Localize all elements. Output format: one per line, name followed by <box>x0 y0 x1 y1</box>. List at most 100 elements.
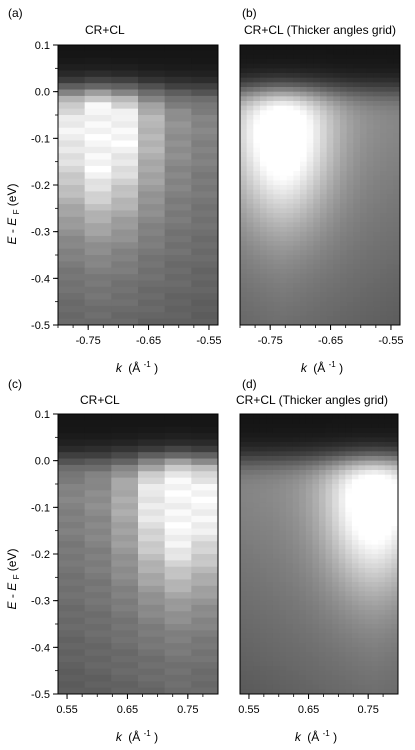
panel-d-heatmap-cell <box>384 680 392 686</box>
panel-b-heatmap-cell <box>240 119 248 125</box>
panel-b-heatmap-cell <box>340 124 348 130</box>
panel-b-heatmap-cell <box>293 138 301 144</box>
panel-a-heatmap-cell <box>58 210 86 218</box>
panel-d-heatmap-cell <box>240 460 247 466</box>
panel-d-heatmap-cell <box>305 661 313 667</box>
panel-b-heatmap-cell <box>253 73 261 79</box>
panel-b-heatmap-cell <box>353 241 361 247</box>
panel-d-heatmap-cell <box>371 558 379 564</box>
panel-c-heatmap-cell <box>84 426 112 434</box>
panel-d-heatmap-cell <box>246 456 254 462</box>
panel-d-heatmap-cell <box>299 563 307 569</box>
panel-b-heatmap-cell <box>266 133 274 139</box>
panel-b-heatmap-cell <box>353 152 361 158</box>
panel-a-heatmap-cell <box>138 153 166 160</box>
panel-d-heatmap-cell <box>266 418 274 424</box>
panel-b-heatmap-cell <box>313 54 321 60</box>
panel-c-heatmap-cell <box>111 534 139 542</box>
panel-d-heatmap-cell <box>325 605 333 611</box>
panel-d-heatmap-cell <box>312 642 320 648</box>
panel-d-heatmap-cell <box>351 670 359 676</box>
panel-b-heatmap-cell <box>386 236 394 242</box>
panel-b-heatmap-cell <box>326 199 334 205</box>
panel-d-heatmap-cell <box>259 666 267 672</box>
panel-d-heatmap-cell <box>332 516 340 522</box>
panel-d-heatmap-cell <box>358 423 366 429</box>
panel-d-heatmap-cell <box>253 414 261 420</box>
panel-d-heatmap-cell <box>384 437 392 443</box>
panel-b-heatmap-cell <box>380 157 388 163</box>
panel-a-heatmap-cell <box>138 76 166 84</box>
panel-b-heatmap-cell <box>306 194 314 200</box>
panel-b-heatmap-cell <box>366 175 374 181</box>
panel-b-heatmap-cell <box>366 63 374 69</box>
panel-b-heatmap-cell <box>260 45 268 51</box>
panel-d-heatmap-cell <box>240 568 247 574</box>
panel-c-ylabel-unit: (eV) <box>5 549 19 572</box>
panel-d-heatmap-cell <box>319 479 326 485</box>
panel-a-heatmap-cell <box>111 172 139 180</box>
panel-b-heatmap-cell <box>286 115 294 121</box>
panel-d-heatmap-cell <box>246 647 254 653</box>
panel-b-heatmap-cell <box>333 157 341 163</box>
panel-d-heatmap-cell <box>305 586 313 592</box>
panel-b-heatmap-cell <box>386 96 394 102</box>
panel-d-heatmap-cell <box>259 614 267 620</box>
panel-d-heatmap-cell <box>319 456 326 462</box>
panel-b-heatmap-cell <box>293 264 301 270</box>
panel-d-heatmap-cell <box>240 619 247 625</box>
panel-d-heatmap-cell <box>259 652 267 658</box>
panel-d-heatmap-cell <box>351 549 359 555</box>
panel-d-heatmap-cell <box>305 628 313 634</box>
panel-d-heatmap-cell <box>253 456 261 462</box>
panel-c-heatmap-cell <box>58 515 86 523</box>
panel-d-heatmap-cell <box>253 619 261 625</box>
panel-d-heatmap-cell <box>253 493 261 499</box>
panel-b-heatmap-cell <box>326 264 334 270</box>
panel-c-heatmap-cell <box>191 649 219 657</box>
panel-a-heatmap-cell <box>111 312 139 320</box>
panel-b-heatmap-cell <box>306 105 314 111</box>
panel-b-heatmap-cell <box>393 77 401 83</box>
panel-d-heatmap-cell <box>286 460 294 466</box>
panel-b-heatmap-cell <box>280 306 288 312</box>
panel-d-heatmap-cell <box>292 437 300 443</box>
panel-d-heatmap-cell <box>253 437 261 443</box>
panel-b-heatmap-cell <box>300 264 308 270</box>
panel-d-heatmap-cell <box>345 479 353 485</box>
panel-d-heatmap-cell <box>240 591 247 597</box>
panel-b-heatmap-cell <box>333 110 341 116</box>
panel-c-heatmap-cell <box>164 509 192 517</box>
panel-a-heatmap-cell <box>191 45 219 52</box>
panel-a-heatmap-cell <box>111 261 139 269</box>
panel-d-heatmap-cell <box>358 600 366 606</box>
panel-b-heatmap-cell <box>393 175 401 181</box>
panel-a-heatmap-cell <box>111 51 139 59</box>
panel-b-heatmap-cell <box>246 166 254 172</box>
panel-b-heatmap-cell <box>286 250 294 256</box>
panel-b-heatmap-cell <box>266 143 274 149</box>
panel-d-heatmap-cell <box>246 535 254 541</box>
panel-b-heatmap-cell <box>240 152 248 158</box>
panel-c-heatmap-cell <box>191 490 219 498</box>
panel-b-heatmap-cell <box>253 185 261 191</box>
panel-d-heatmap-cell <box>272 647 280 653</box>
panel-b-heatmap-cell <box>386 306 394 312</box>
panel-d-heatmap-cell <box>279 479 287 485</box>
panel-d-heatmap-cell <box>305 596 313 602</box>
panel-d-heatmap-cell <box>345 624 353 630</box>
panel-b-heatmap-cell <box>240 208 248 214</box>
panel-d-heatmap-cell <box>292 675 300 681</box>
panel-b-heatmap-cell <box>253 199 261 205</box>
panel-d-heatmap-cell <box>338 675 346 681</box>
panel-d-heatmap-cell <box>272 642 280 648</box>
panel-a-heatmap-cell <box>191 95 219 103</box>
panel-c-heatmap-cell <box>191 426 219 434</box>
panel-b-heatmap-cell <box>326 124 334 130</box>
panel-d-heatmap-cell <box>332 451 340 457</box>
panel-c-heatmap-cell <box>84 662 112 669</box>
panel-d-heatmap-cell <box>358 628 366 634</box>
panel-d-heatmap-cell <box>332 507 340 513</box>
panel-b-heatmap-cell <box>340 185 348 191</box>
panel-d-heatmap-cell <box>351 465 359 471</box>
